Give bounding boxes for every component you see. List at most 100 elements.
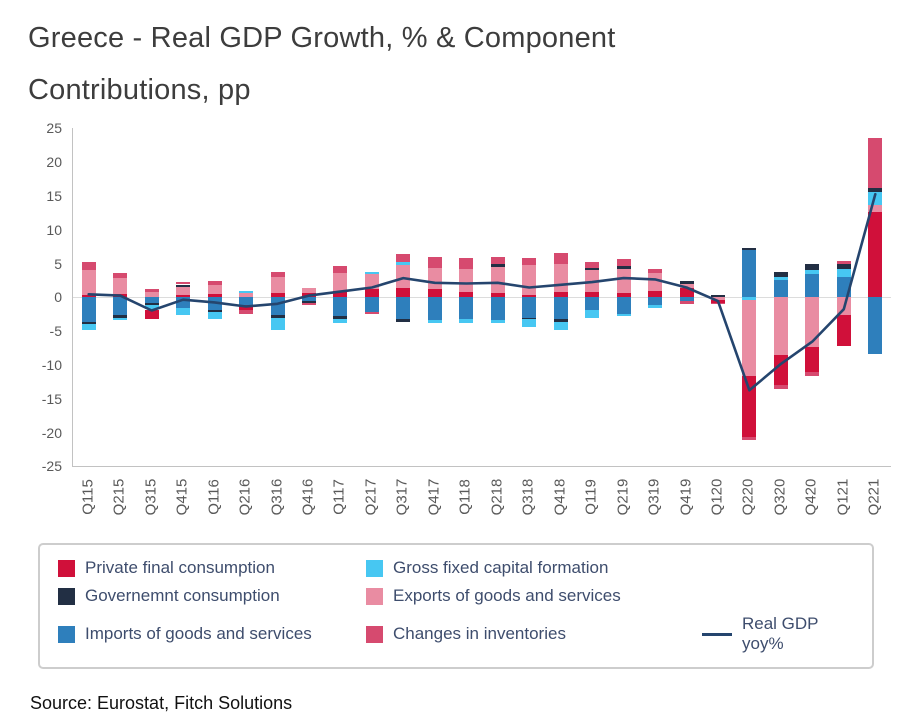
bar-segment-gfcf (427, 320, 442, 324)
bar-segment-inventories (176, 282, 191, 285)
bar-segment-exports (742, 300, 757, 377)
bar-segment-inventories (742, 437, 757, 440)
legend-label: Governemnt consumption (85, 586, 280, 606)
bar-segment-inventories (585, 262, 600, 268)
bar-segment-private (459, 291, 474, 298)
bar-segment-inventories (805, 371, 820, 376)
bar-segment-gov (585, 267, 600, 271)
bar-segment-gfcf (553, 321, 568, 330)
zero-axis-line (73, 297, 891, 299)
legend-swatch (58, 587, 75, 605)
legend-item-real-gdp-line: Real GDP yoy% (702, 614, 854, 654)
bar-segment-gfcf (239, 290, 253, 294)
bar-segment-gov (616, 266, 631, 269)
x-tick-label: Q218 (488, 479, 506, 516)
bar-segment-gfcf (805, 270, 820, 275)
bar-segment-imports (773, 279, 788, 298)
bar-segment-inventories (396, 254, 411, 263)
bar-segment-private (207, 293, 222, 298)
legend-label: Exports of goods and services (393, 586, 621, 606)
legend-line-swatch (702, 632, 732, 636)
bar-segment-imports (585, 297, 600, 310)
bar-segment-exports (805, 297, 820, 348)
bar-segment-imports (270, 297, 285, 315)
bar-segment-imports (364, 297, 379, 313)
bar-segment-exports (333, 273, 348, 291)
bar-segment-private (648, 290, 662, 298)
x-tick-label: Q118 (456, 479, 474, 516)
bar-segment-inventories (773, 385, 788, 390)
x-tick-label: Q315 (142, 479, 160, 516)
bar-segment-private (805, 347, 820, 372)
bar-segment-exports (396, 264, 411, 288)
y-tick-label: 0 (54, 289, 62, 306)
y-tick-label: -10 (41, 356, 62, 373)
bar-segment-gov (773, 272, 788, 278)
plot-area (72, 128, 891, 468)
bar-segment-private (616, 293, 631, 298)
y-tick-label: -5 (49, 323, 62, 340)
y-tick-label: -15 (41, 390, 62, 407)
legend: Private final consumption Gross fixed ca… (38, 543, 874, 670)
x-tick-label: Q320 (771, 479, 789, 516)
bar-segment-exports (616, 268, 631, 294)
bar-segment-exports (773, 297, 788, 356)
bar-segment-gov (742, 248, 757, 251)
legend-item-exports: Exports of goods and services (366, 586, 702, 606)
bar-segment-private (270, 293, 285, 298)
legend-label: Imports of goods and services (85, 624, 312, 644)
x-tick-label: Q415 (173, 479, 191, 516)
legend-swatch (366, 625, 383, 643)
bar-segment-private (742, 376, 757, 438)
bar-segment-private (176, 294, 191, 298)
bar-segment-imports (553, 297, 568, 319)
bar-segment-gov (490, 264, 505, 267)
bar-segment-gfcf (270, 317, 285, 330)
bar-segment-imports (81, 297, 96, 322)
bar-segment-gfcf (522, 318, 537, 328)
bar-segment-imports (302, 297, 316, 302)
bar-segment-imports (679, 297, 694, 302)
x-tick-label: Q116 (205, 479, 223, 516)
bar-segment-imports (239, 297, 253, 306)
bar-segment-inventories (207, 281, 222, 285)
x-tick-label: Q121 (834, 479, 852, 516)
bar-segment-exports (648, 273, 662, 291)
bar-segment-gov (333, 316, 348, 319)
legend-item-gross-fixed-capital-formation: Gross fixed capital formation (366, 558, 702, 578)
x-tick-label: Q220 (739, 479, 757, 516)
y-tick-label: 10 (46, 221, 62, 238)
bar-segment-inventories (239, 309, 253, 314)
y-tick-label: -25 (41, 458, 62, 475)
bar-segment-imports (742, 250, 757, 298)
bar-segment-inventories (302, 302, 316, 306)
x-tick-label: Q119 (582, 479, 600, 516)
bar-segment-exports (81, 270, 96, 295)
bar-segment-gov (302, 301, 316, 303)
legend-swatch (366, 587, 383, 605)
y-tick-label: 5 (54, 255, 62, 272)
bar-segment-imports (648, 297, 662, 306)
x-tick-label: Q317 (393, 479, 411, 516)
x-tick-label: Q319 (645, 479, 663, 516)
bar-segment-imports (805, 274, 820, 298)
bar-segment-private (427, 289, 442, 298)
bar-segment-exports (113, 277, 128, 294)
bar-segment-inventories (270, 271, 285, 278)
x-tick-label: Q420 (802, 479, 820, 516)
bar-segment-private (868, 212, 883, 298)
bar-segment-exports (239, 293, 253, 298)
bar-segment-imports (868, 297, 883, 355)
bar-segment-inventories (144, 289, 159, 292)
bar-segment-imports (396, 297, 411, 319)
bar-segment-imports (427, 297, 442, 321)
bar-segment-private (364, 289, 379, 298)
bar-segment-inventories (459, 258, 474, 269)
bar-segment-exports (302, 287, 316, 294)
bar-segment-inventories (553, 252, 568, 264)
bar-segment-exports (459, 268, 474, 292)
bar-segment-gfcf (113, 318, 128, 321)
bar-segment-private (396, 287, 411, 298)
bar-segment-private (553, 291, 568, 298)
